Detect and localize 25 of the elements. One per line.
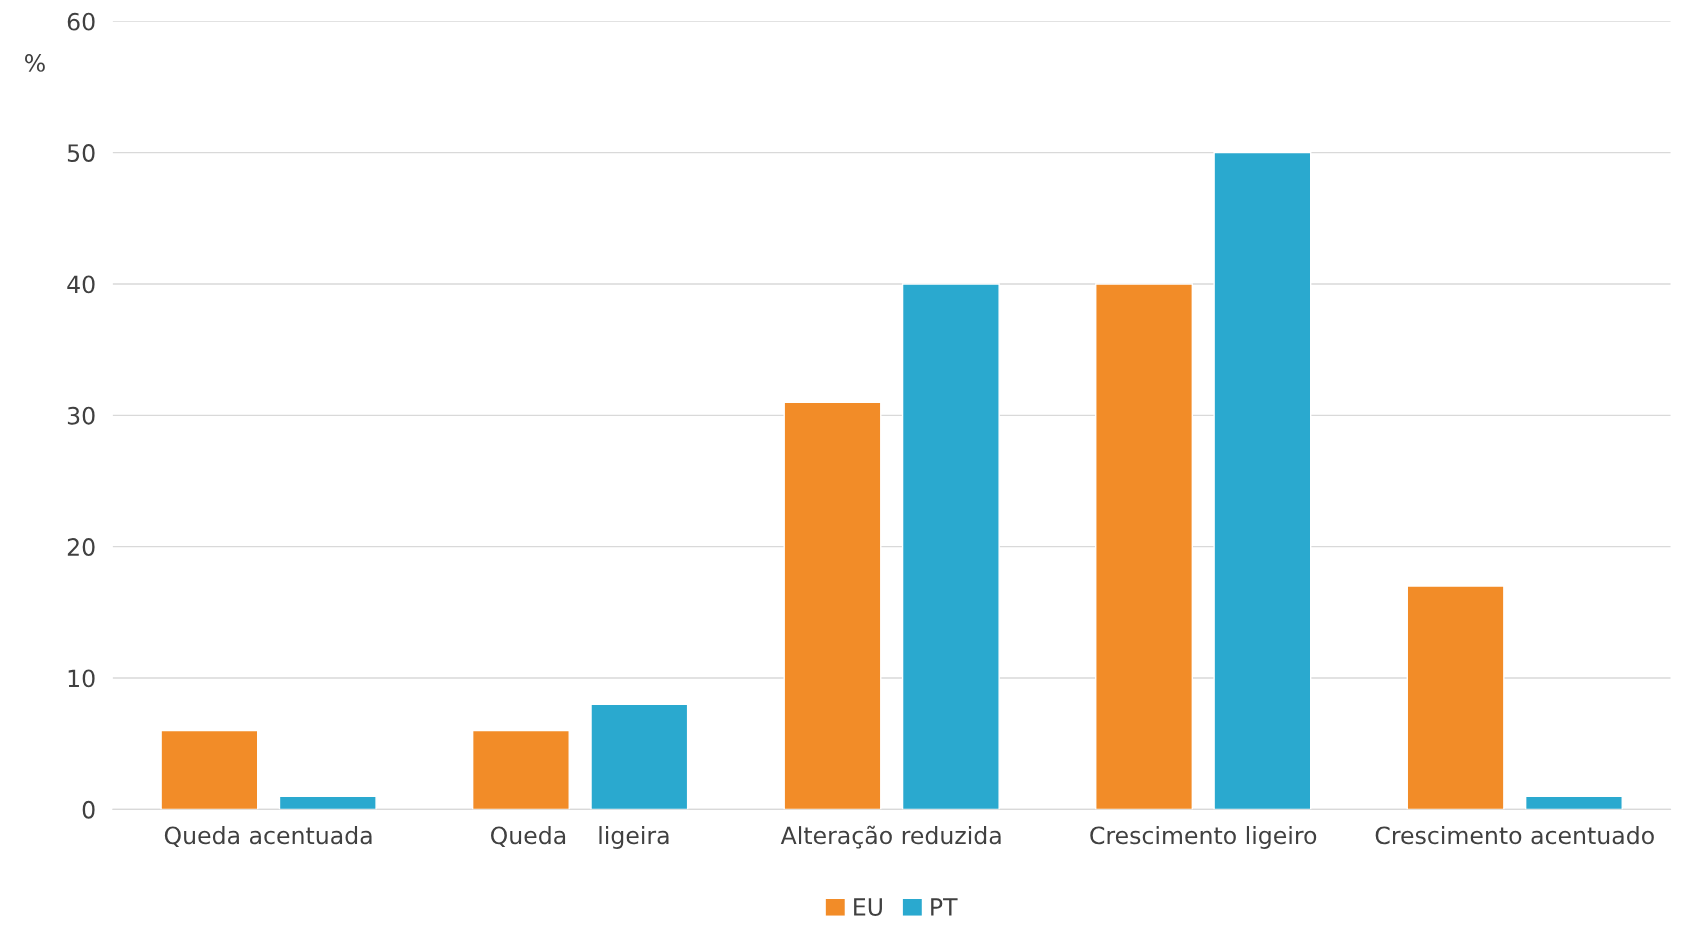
x-tick-label: Alteração reduzida	[780, 825, 1001, 849]
bar	[901, 283, 1000, 810]
y-tick-label: 50	[67, 144, 95, 162]
bar	[1524, 795, 1623, 810]
bar	[783, 401, 882, 810]
bar	[1213, 151, 1312, 810]
y-tick-label: 0	[82, 800, 95, 819]
bar	[590, 703, 689, 810]
bar	[1406, 585, 1505, 810]
y-tick-label: 30	[67, 406, 95, 425]
x-tick-label: Queda ligeira	[491, 826, 669, 849]
y-tick-label: 40	[67, 275, 95, 294]
bar	[160, 729, 259, 810]
legend-label: PT	[931, 898, 958, 916]
legend-label: EU	[854, 898, 882, 916]
y-tick-label: 60	[67, 12, 95, 31]
bar	[1095, 283, 1194, 810]
bar	[471, 729, 570, 810]
bar	[278, 795, 377, 810]
x-tick-label: Crescimento ligeiro	[1090, 826, 1317, 849]
y-tick-label: 20	[67, 538, 95, 556]
x-tick-label: Queda acentuada	[164, 826, 372, 848]
x-tick-label: Crescimento acentuado	[1375, 826, 1654, 845]
y-tick-label: 10	[68, 669, 95, 688]
y-axis-title: %	[25, 54, 45, 72]
